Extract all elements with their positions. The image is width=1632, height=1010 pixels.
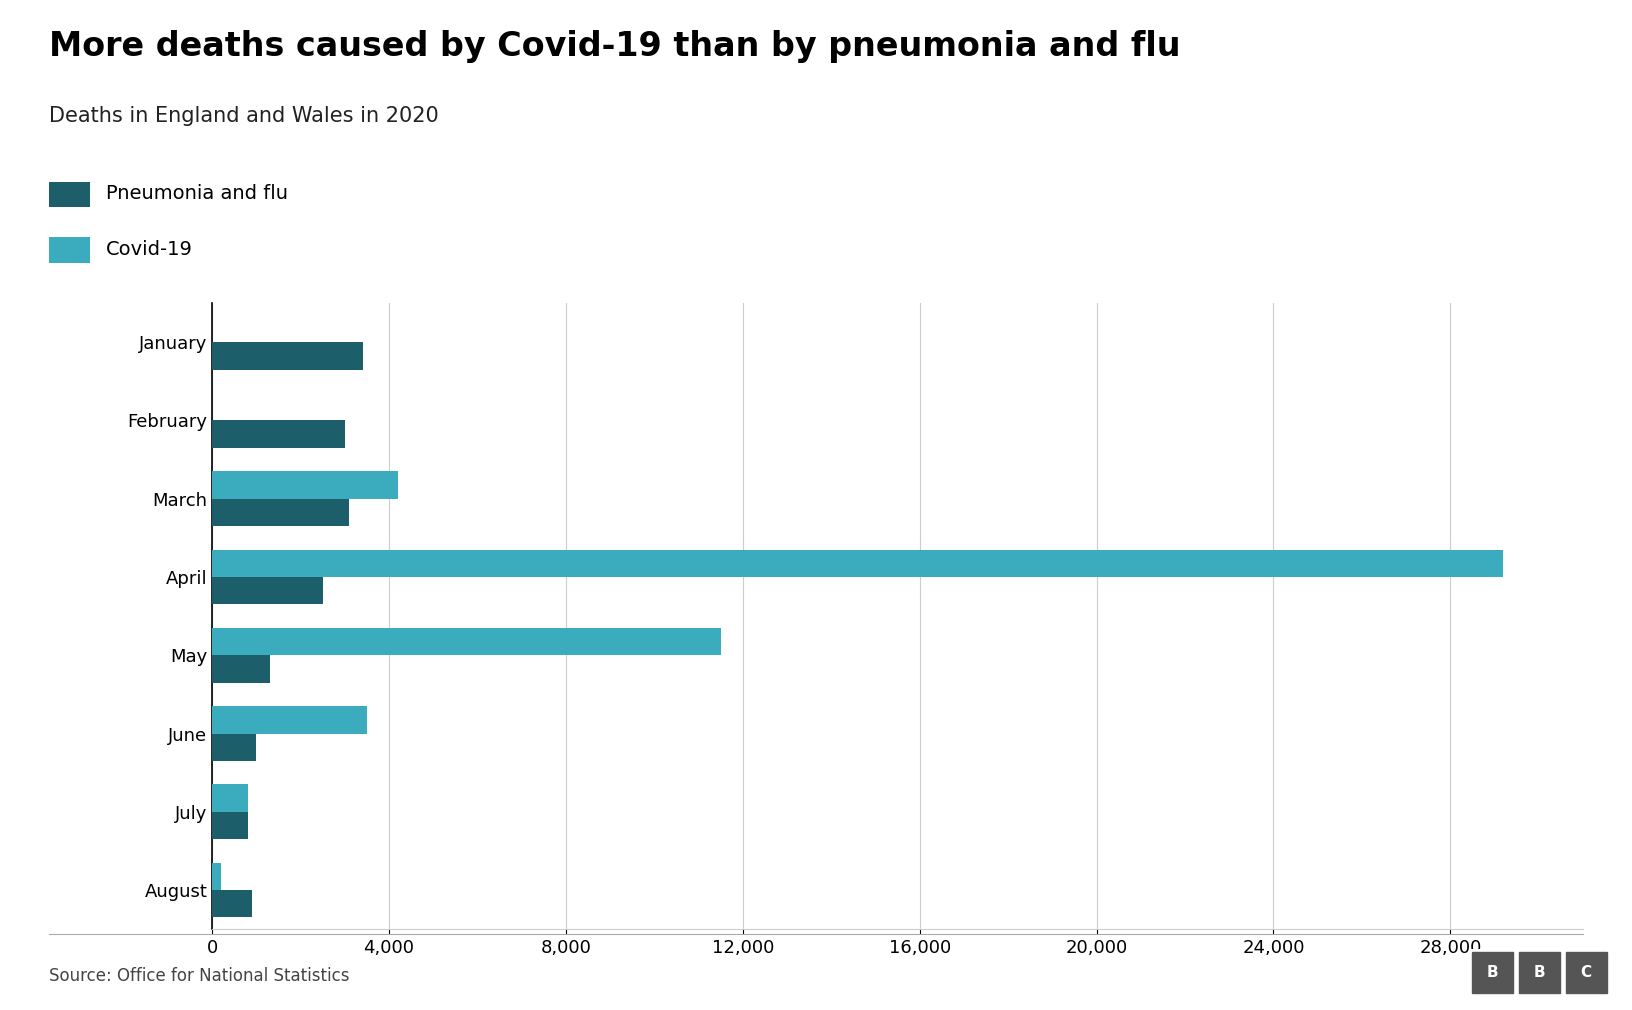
Text: Covid-19: Covid-19 [106,240,193,259]
Bar [212,706,367,733]
Bar [212,549,1503,577]
Bar [212,499,349,526]
Bar [212,785,248,812]
Bar [1519,951,1560,993]
Bar [1472,951,1513,993]
Text: C: C [1581,965,1591,980]
Bar [212,655,269,683]
Bar [212,577,323,604]
Bar [1565,951,1608,993]
Text: B: B [1534,965,1546,980]
Bar [212,890,251,917]
Bar [212,472,398,499]
Text: Deaths in England and Wales in 2020: Deaths in England and Wales in 2020 [49,106,439,126]
Bar [212,420,344,447]
Text: Pneumonia and flu: Pneumonia and flu [106,185,289,203]
Text: More deaths caused by Covid-19 than by pneumonia and flu: More deaths caused by Covid-19 than by p… [49,30,1180,64]
Text: Source: Office for National Statistics: Source: Office for National Statistics [49,967,349,985]
Bar [212,812,248,839]
Bar [212,863,220,890]
Bar [212,342,362,370]
Text: B: B [1487,965,1498,980]
Bar [212,733,256,761]
Bar [212,628,721,655]
